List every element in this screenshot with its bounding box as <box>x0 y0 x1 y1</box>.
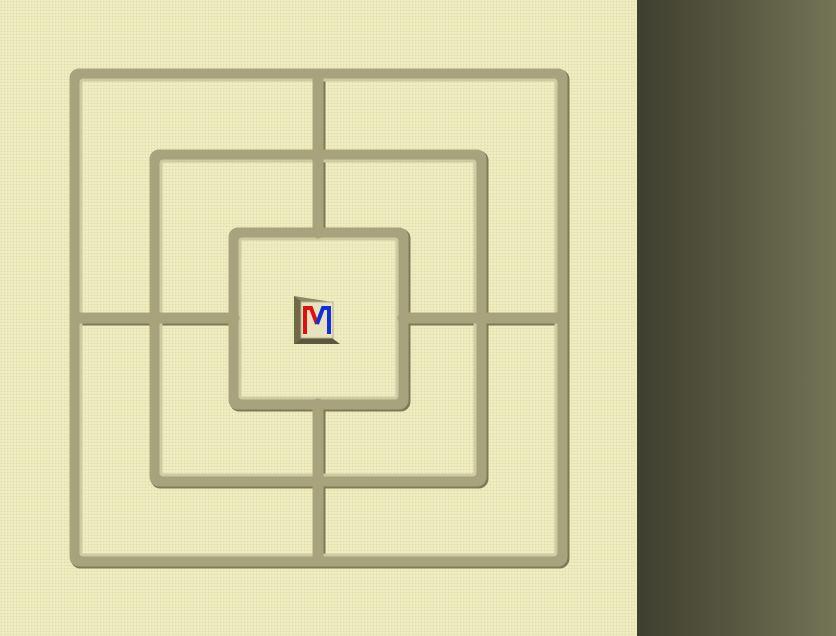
mill-logo-icon[interactable] <box>294 296 340 344</box>
logo-graphic <box>294 296 340 344</box>
side-panel <box>637 0 836 636</box>
game-board[interactable] <box>0 0 637 636</box>
board-lines <box>69 68 570 569</box>
connector-lines <box>69 68 568 567</box>
